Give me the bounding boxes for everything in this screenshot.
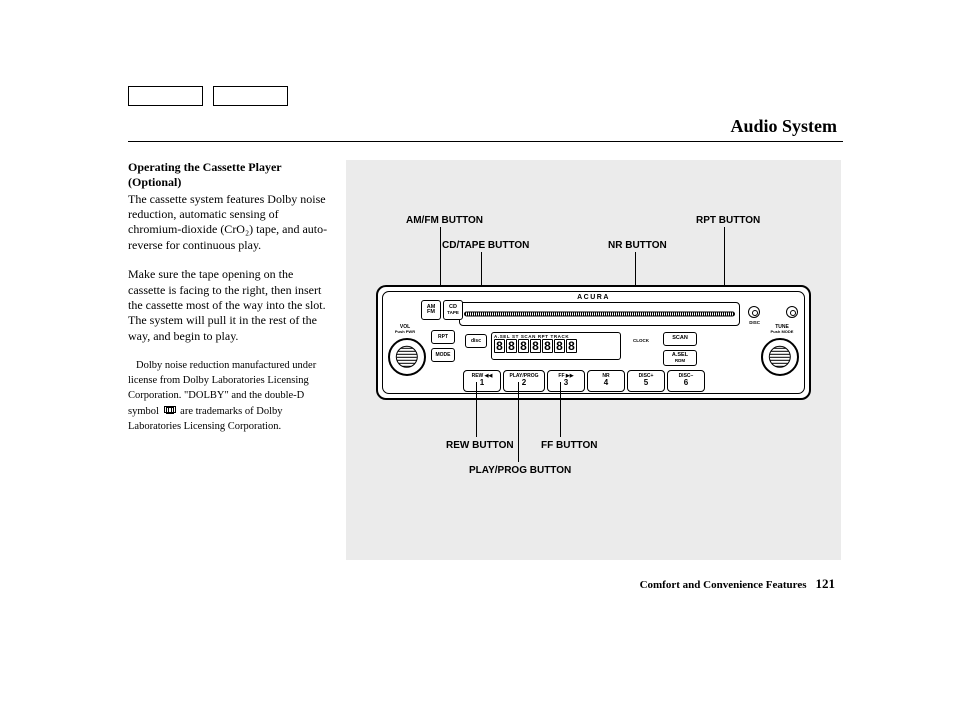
tune-knob — [761, 338, 799, 376]
clock-label: CLOCK — [633, 338, 649, 343]
callout-cdtape: CD/TAPE BUTTON — [442, 240, 529, 251]
nav-placeholder-boxes — [128, 86, 843, 106]
cd-bot: TAPE — [444, 311, 462, 316]
volume-knob — [388, 338, 426, 376]
vol-label: VOL Push PWR — [387, 325, 423, 334]
nav-box-2 — [213, 86, 288, 106]
callout-rew: REW BUTTON — [446, 440, 514, 451]
page-title: Audio System — [128, 116, 843, 137]
cd-logo-icon: disc — [465, 334, 487, 348]
seg-digit — [494, 339, 505, 353]
tune-label: TUNE Push MODE — [762, 325, 802, 334]
fine-print: Dolby noise reduction manufactured under… — [128, 358, 328, 434]
content-row: Operating the Cassette Player (Optional)… — [128, 160, 843, 560]
preset-4-nr: NR 4 — [587, 370, 625, 392]
callout-playprog: PLAY/PROG BUTTON — [469, 465, 571, 476]
seg-digit — [542, 339, 553, 353]
stereo-diagram: AM/FM BUTTON CD/TAPE BUTTON NR BUTTON RP… — [346, 160, 841, 560]
callout-nr: NR BUTTON — [608, 240, 667, 251]
page-number: 121 — [816, 576, 836, 591]
right-indicator-icon — [786, 306, 798, 318]
nav-box-1 — [128, 86, 203, 106]
brand-badge: ACURA — [577, 294, 610, 301]
eject-indicator-icon — [748, 306, 760, 318]
lcd-display: A.SEL ST SCAN RPT TRACK — [491, 332, 621, 360]
preset-3-ff: FF ▶▶ 3 — [547, 370, 585, 392]
seg-digit — [518, 339, 529, 353]
manual-page: Audio System Operating the Cassette Play… — [128, 86, 843, 560]
amfm-button: AM FM — [421, 300, 441, 320]
leader-ff — [560, 382, 561, 437]
callout-amfm: AM/FM BUTTON — [406, 215, 483, 226]
section-heading: Operating the Cassette Player (Optional) — [128, 160, 328, 191]
preset-2-playprog: PLAY/PROG 2 — [503, 370, 545, 392]
paragraph-2: Make sure the tape opening on the casset… — [128, 267, 328, 344]
callout-rpt: RPT BUTTON — [696, 215, 760, 226]
seg-digit — [554, 339, 565, 353]
cd-slot — [459, 302, 740, 326]
dolby-double-d-icon — [164, 406, 176, 413]
amfm-bot: FM — [422, 310, 440, 316]
slot-opening — [464, 312, 735, 317]
seg-digit — [506, 339, 517, 353]
leader-rew — [476, 382, 477, 437]
seg-digit — [530, 339, 541, 353]
leader-playprog — [518, 382, 519, 462]
seg-digit — [566, 339, 577, 353]
stereo-bezel: ACURA AM FM CD TAPE — [382, 291, 805, 394]
title-rule — [128, 141, 843, 142]
footer-section: Comfort and Convenience Features — [640, 579, 807, 591]
disc-label: DISC — [749, 320, 760, 325]
stereo-faceplate: ACURA AM FM CD TAPE — [376, 285, 811, 400]
page-footer: Comfort and Convenience Features 121 — [640, 576, 835, 592]
preset-5-discplus: DISC+ 5 — [627, 370, 665, 392]
preset-6-discminus: DISC− 6 — [667, 370, 705, 392]
callout-ff: FF BUTTON — [541, 440, 597, 451]
lcd-segments — [492, 339, 620, 354]
scan-button: SCAN — [663, 332, 697, 346]
asel-button: A.SEL RDM — [663, 350, 697, 366]
paragraph-1: The cassette system features Dolby noise… — [128, 192, 328, 253]
preset-1-rew: REW ◀◀ 1 — [463, 370, 501, 392]
figure-column: AM/FM BUTTON CD/TAPE BUTTON NR BUTTON RP… — [346, 160, 843, 560]
mode-small-button: MODE — [431, 348, 455, 362]
rpt-small-button: RPT — [431, 330, 455, 344]
cdtape-button: CD TAPE — [443, 300, 463, 320]
body-text-column: Operating the Cassette Player (Optional)… — [128, 160, 328, 560]
